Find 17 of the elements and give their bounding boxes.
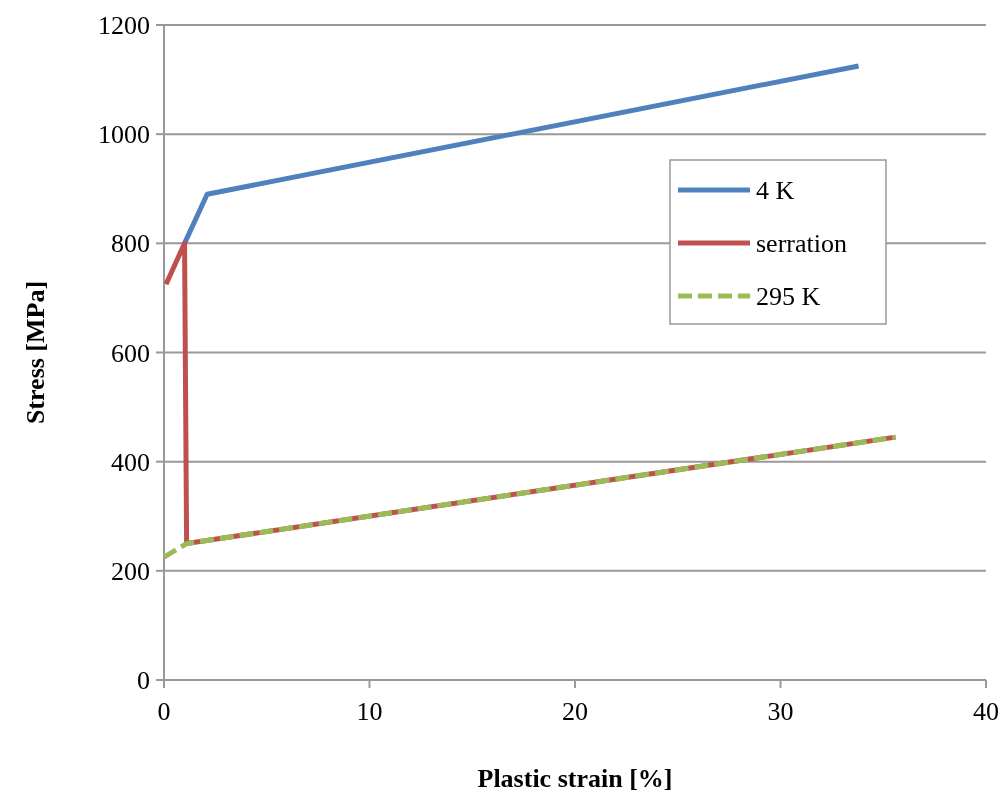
x-tick-label: 0 (157, 697, 171, 726)
legend-label: serration (756, 229, 847, 259)
y-tick-label: 1000 (98, 120, 150, 150)
y-tick-label: 200 (111, 556, 150, 586)
y-tick-label: 0 (137, 666, 150, 696)
x-axis-title: Plastic strain [%] (477, 764, 673, 793)
x-tick-label: 40 (973, 697, 999, 726)
x-tick-label: 30 (767, 697, 794, 726)
y-axis-title: Stress [MPa] (21, 280, 50, 425)
y-tick-label: 1200 (98, 11, 150, 41)
y-tick-label: 400 (111, 447, 150, 477)
legend-label: 295 K (756, 282, 821, 312)
legend-label: 4 K (756, 176, 795, 206)
x-tick-label: 20 (562, 697, 588, 726)
y-tick-label: 800 (111, 229, 150, 259)
x-tick-label: 10 (356, 697, 383, 726)
y-tick-label: 600 (111, 338, 150, 368)
